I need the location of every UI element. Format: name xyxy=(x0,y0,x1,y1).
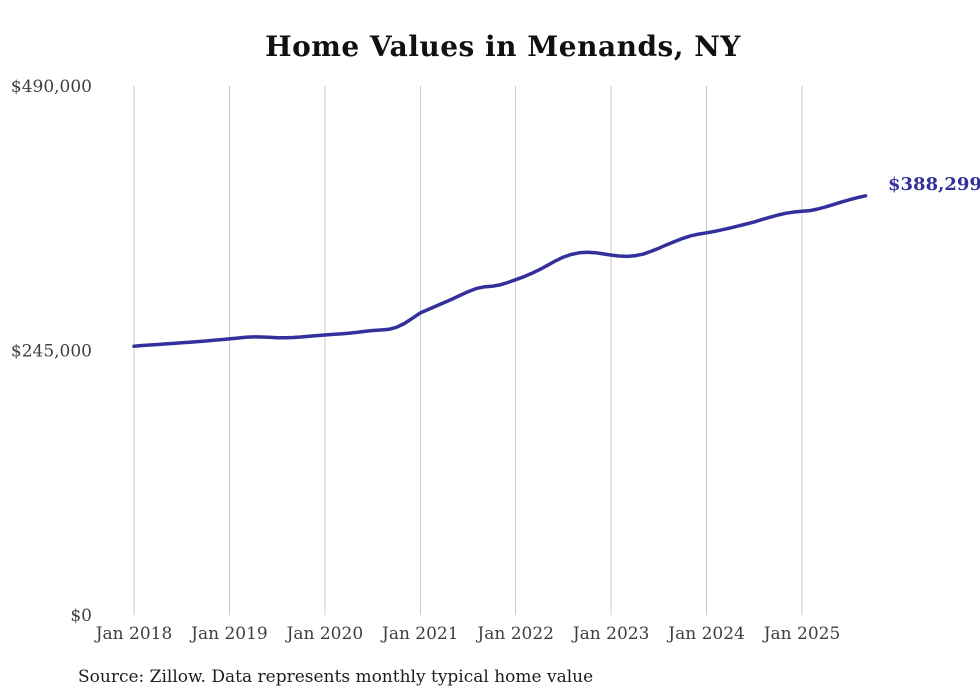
chart-title: Home Values in Menands, NY xyxy=(265,30,741,63)
x-axis-tick-label: Jan 2022 xyxy=(475,624,554,644)
y-axis-tick-label: $245,000 xyxy=(11,342,92,362)
x-axis-tick-label: Jan 2024 xyxy=(666,624,745,644)
x-axis-tick-label: Jan 2020 xyxy=(285,624,364,644)
y-axis-tick-label: $490,000 xyxy=(11,77,92,97)
x-axis-tick-label: Jan 2018 xyxy=(94,624,173,644)
x-axis-tick-label: Jan 2025 xyxy=(762,624,841,644)
x-axis-tick-label: Jan 2023 xyxy=(571,624,650,644)
source-note: Source: Zillow. Data represents monthly … xyxy=(78,667,594,687)
latest-value-label: $388,299 xyxy=(888,174,980,195)
x-axis-tick-label: Jan 2019 xyxy=(189,624,268,644)
x-axis-tick-label: Jan 2021 xyxy=(380,624,459,644)
home-value-line xyxy=(132,194,868,348)
y-axis-tick-label: $0 xyxy=(70,606,92,626)
